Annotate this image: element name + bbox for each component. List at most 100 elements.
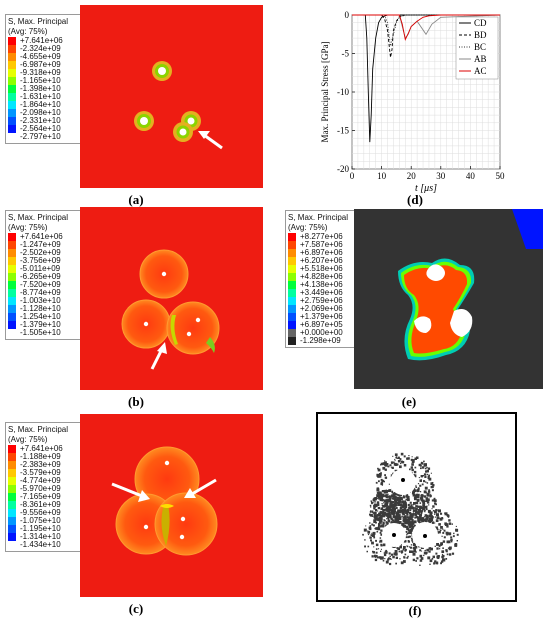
fragment-dot — [414, 516, 416, 519]
fragment-dot — [408, 507, 410, 509]
fragment-dot — [403, 515, 407, 519]
fragment-dot — [421, 466, 425, 469]
fragment-dot — [407, 510, 410, 513]
y-tick-label: -5 — [342, 49, 350, 59]
fragment-dot — [373, 502, 375, 504]
fragment-dot — [440, 529, 442, 531]
fragment-dot — [393, 496, 396, 499]
legend-value: -2.098e+10 — [20, 108, 61, 117]
legend-swatch — [8, 249, 16, 257]
legend-value: +6.897e+05 — [300, 320, 343, 329]
simulation-image-a — [80, 5, 263, 188]
legend-row: -7.165e+09 — [8, 493, 80, 501]
fragment-dot — [434, 513, 436, 515]
legend-row: +6.897e+06 — [288, 249, 354, 257]
fragment-dot — [405, 548, 407, 551]
fragment-dot — [390, 461, 394, 464]
fragment-dot — [410, 466, 413, 469]
fragment-dot — [392, 455, 394, 457]
fragment-dot — [428, 547, 432, 550]
fragment-dot — [405, 493, 409, 497]
fragment-dot — [424, 500, 426, 503]
legend-swatch — [8, 477, 16, 485]
fragment-dot — [372, 534, 375, 537]
fragment-dot — [417, 493, 420, 497]
fragment-dot — [403, 455, 406, 458]
fragment-dot — [420, 499, 424, 502]
fragment-dot — [419, 549, 422, 552]
fragment-dot — [410, 544, 413, 546]
fragment-dot — [425, 508, 428, 511]
fragment-dot — [395, 512, 399, 516]
fragment-dot — [388, 557, 390, 560]
fragment-dot — [373, 499, 376, 501]
fragment-dot — [429, 495, 432, 497]
legend-swatch — [8, 461, 16, 469]
fragment-dot — [367, 533, 370, 536]
fragment-dot — [374, 558, 378, 562]
fragment-dot — [412, 522, 415, 525]
fragment-dot — [371, 523, 373, 525]
fragment-dot — [425, 497, 429, 500]
fragment-dot — [403, 510, 406, 512]
arrow — [198, 131, 223, 150]
fragment-dot — [412, 519, 414, 521]
fragment-dot — [455, 525, 457, 527]
fragment-dot — [392, 501, 395, 504]
fragment-dot — [448, 553, 452, 556]
fragment-dot — [411, 468, 414, 472]
fragment-dot — [414, 507, 416, 509]
fragment-dot — [430, 493, 432, 495]
legend-value: +7.641e+06 — [20, 444, 63, 453]
fragment-dot — [400, 462, 402, 465]
fragment-dot — [402, 495, 405, 497]
fragment-dot — [415, 501, 419, 505]
fragment-dot — [384, 502, 388, 505]
fragment-dot — [387, 493, 389, 495]
fragment-dot — [373, 506, 375, 507]
fragment-dot — [406, 557, 409, 559]
fragment-dot — [390, 517, 393, 520]
legend-row: +2.069e+06 — [288, 305, 354, 313]
fragment-dot — [405, 525, 409, 529]
fragment-dot — [429, 559, 433, 563]
x-tick-label: 30 — [436, 171, 446, 181]
fragment-dot — [446, 525, 449, 528]
fragment-dot — [381, 503, 383, 505]
fragment-dot — [377, 527, 381, 531]
fragment-dot — [401, 500, 405, 504]
fragment-dot — [378, 498, 380, 500]
fragment-dot — [376, 556, 379, 559]
fragment-dot — [364, 545, 366, 548]
simulation-image-b — [80, 207, 263, 390]
fragment-dot — [380, 548, 382, 550]
legend-row: -1.165e+10 — [8, 77, 80, 85]
fragment-dot — [421, 483, 424, 486]
fragment-dot — [384, 550, 388, 554]
fragment-dot — [379, 514, 383, 518]
fragment-dot — [405, 512, 407, 514]
fragment-dot — [413, 470, 417, 474]
legend-value: -1.195e+10 — [20, 524, 61, 533]
fragment-dot — [382, 508, 385, 512]
fragment-dot — [409, 516, 413, 519]
fragment-dot — [380, 543, 382, 546]
fragment-dot — [374, 503, 376, 505]
fragment-dot — [379, 495, 383, 498]
legend-value: -3.579e+09 — [20, 468, 61, 477]
fragment-dot — [434, 545, 436, 547]
fragment-dot — [427, 477, 430, 479]
legend-swatch — [8, 445, 16, 453]
fragment-dot — [404, 553, 407, 556]
fragment-dot — [447, 514, 450, 518]
legend-row: -1.003e+10 — [8, 297, 80, 305]
fragment-dot — [381, 512, 385, 515]
fragment-dot — [417, 516, 420, 520]
fragment-dot — [378, 480, 380, 483]
legend-value: -1.298e+09 — [300, 336, 341, 345]
fragment-dot — [410, 528, 413, 532]
fragment-dot — [431, 485, 434, 489]
legend-swatch — [8, 509, 16, 517]
fragment-dot — [373, 524, 375, 527]
fragment-dot — [417, 518, 421, 522]
